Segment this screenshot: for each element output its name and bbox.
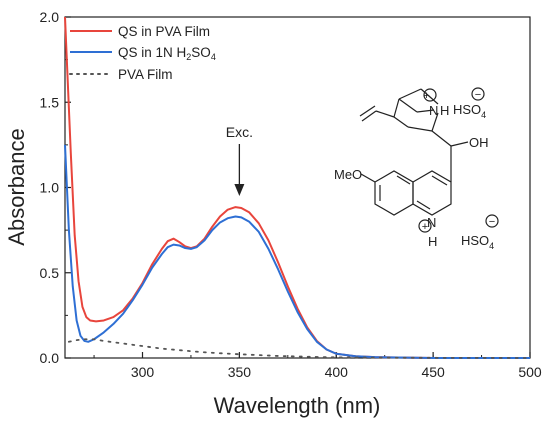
legend-label-pva: QS in PVA Film xyxy=(118,24,210,39)
upper-anion-minus: − xyxy=(475,89,481,101)
cage-bond-7 xyxy=(420,88,439,105)
cage-bond-9 xyxy=(416,109,435,113)
excitation-annotation: Exc. xyxy=(226,124,253,196)
lower-anion-minus: − xyxy=(489,216,495,228)
cage-bond-6 xyxy=(398,88,422,100)
vinyl-double-bond xyxy=(359,105,376,117)
lower-anion-charge-circle xyxy=(485,214,499,228)
molecule-labels: MeO OH N H + HSO4 − N H + HSO4 − xyxy=(334,89,495,251)
x-tick-label: 350 xyxy=(228,364,252,380)
ring-double-bond-4 xyxy=(416,200,431,210)
ammonium-hydrogen-label: H xyxy=(440,103,449,118)
x-tick-label: 300 xyxy=(131,364,155,380)
legend-label-h2so4: QS in 1N H2SO4 xyxy=(118,45,216,62)
upper-anion-charge-circle xyxy=(471,87,485,101)
hydroxyl-label: OH xyxy=(469,135,489,150)
vinyl-bond-1 xyxy=(375,110,395,118)
x-tick-label: 500 xyxy=(518,364,542,380)
pyridinium-plus: + xyxy=(422,221,428,233)
ring-double-bond-2 xyxy=(396,175,411,185)
y-tick-label: 0.5 xyxy=(40,265,60,281)
y-tick-label: 0.0 xyxy=(40,350,60,366)
x-tick-label: 400 xyxy=(325,364,349,380)
lower-anion-label: HSO4 xyxy=(461,233,494,251)
upper-anion-label: HSO4 xyxy=(453,102,486,120)
y-tick-label: 2.0 xyxy=(40,9,60,25)
x-axis-title: Wavelength (nm) xyxy=(214,393,381,418)
cage-bond-4 xyxy=(393,116,409,128)
vinyl-bond-2 xyxy=(361,110,377,122)
benzene-ring xyxy=(374,170,414,216)
hydroxyl-bond xyxy=(450,141,469,147)
pyridine-ring xyxy=(412,170,452,216)
cage-bond-2 xyxy=(431,112,439,132)
ammonium-nitrogen-label: N xyxy=(429,103,438,118)
series-line-1 xyxy=(64,144,530,359)
molecule-structure xyxy=(359,87,499,233)
y-axis-ticks: 0.0 0.5 1.0 1.5 2.0 xyxy=(40,9,71,366)
cage-bond-3 xyxy=(407,126,433,132)
y-tick-label: 1.5 xyxy=(40,94,60,110)
legend-label-film: PVA Film xyxy=(118,67,173,82)
excitation-label: Exc. xyxy=(226,124,253,140)
pyridinium-charge-circle xyxy=(418,219,432,233)
legend: QS in PVA Film QS in 1N H2SO4 PVA Film xyxy=(69,24,216,82)
ammonium-charge-circle xyxy=(423,88,437,102)
ammonium-plus: + xyxy=(423,90,429,102)
series-layer xyxy=(64,16,531,359)
methoxy-bond xyxy=(360,173,376,183)
excitation-arrow-head xyxy=(234,184,245,196)
x-tick-label: 450 xyxy=(421,364,445,380)
cage-bond-1 xyxy=(431,130,452,147)
cage-bond-5 xyxy=(393,98,400,118)
methoxy-label: MeO xyxy=(334,167,362,182)
pyridine-nitrogen-label: N xyxy=(427,215,436,230)
pyridine-hydrogen-label: H xyxy=(428,234,437,249)
ring-double-bond-3 xyxy=(431,175,448,186)
series-line-2 xyxy=(67,338,531,359)
y-tick-label: 1.0 xyxy=(40,180,60,196)
cage-bond-8 xyxy=(398,98,418,113)
y-axis-title: Absorbance xyxy=(4,128,29,245)
